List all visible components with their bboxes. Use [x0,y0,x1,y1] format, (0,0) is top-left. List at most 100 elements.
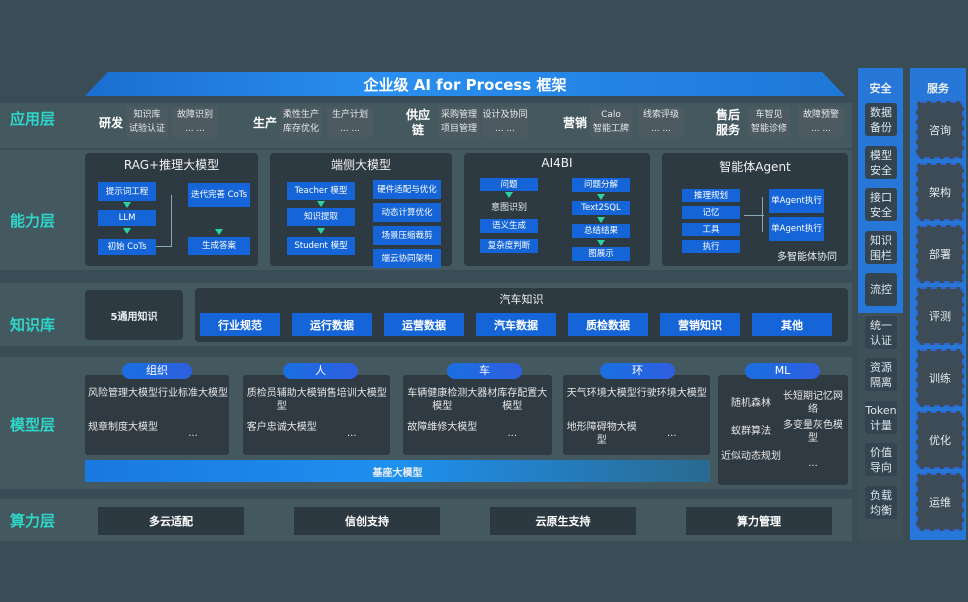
app-item-label: 采购管理 [440,110,477,120]
app-item-box: 柔性生产 库存优化 [280,107,322,137]
model-group-tab: 环 [600,363,675,379]
model-item: 地形障碍物大模型 [566,422,637,446]
compute-item: 算力管理 [686,507,832,535]
connector-line [156,246,171,247]
intent-label: 意图识别 [490,203,527,213]
security-item: 统一认证 [865,315,897,349]
model-item: 器材库存配置大模型 [477,388,548,412]
ml-tab: ML [745,363,820,379]
model-group-panel: 天气环境大模型 行驶环境大模型地形障碍物大模型... [563,375,710,455]
decompose-box: 问题分解 [572,178,630,192]
security-item: 模型安全 [865,145,897,179]
knowledge-item: 运营数据 [384,313,464,336]
model-item: 行驶环境大模型 [636,388,707,399]
rag-title: RAG+推理大模型 [123,158,220,172]
arrow-down-icon [597,240,605,246]
model-item: 天气环境大模型 [566,388,637,399]
app-layer-label: 应用层 [10,110,56,128]
model-item: 故障维修大模型 [407,422,478,433]
generate-answer-box: 生成答案 [188,237,250,255]
app-item-label: Calo [601,110,621,120]
base-model-bar: 基座大模型 [85,460,710,482]
model-item: 风险管理大模型 [88,388,158,399]
compute-item: 多云适配 [98,507,244,535]
service-item: 评测 [916,287,964,345]
knowledge-item: 其他 [752,313,832,336]
service-item: 运维 [916,473,964,531]
app-item-label: 智能工牌 [592,124,629,134]
semantic-box: 语义生成 [480,219,538,233]
model-group-panel: 质检员辅助大模型 销售培训大模型 客户忠诚大模型... [243,375,390,455]
app-item-label: 库存优化 [282,124,319,134]
app-item-label: 故障识别 [176,110,213,120]
app-item-box: 车智见 智能诊修 [748,107,790,137]
arrow-down-icon [317,228,325,234]
service-item: 部署 [916,225,964,283]
model-item: ... [666,428,677,439]
security-item: 接口安全 [865,188,897,221]
service-item: 咨询 [916,101,964,159]
security-item: 价值导向 [865,443,897,476]
security-item: Token计量 [865,400,897,434]
knowledge-item: 运行数据 [292,313,372,336]
teacher-box: Teacher 模型 [287,182,355,200]
distill-box: 知识提取 [287,208,355,226]
model-item: ... [507,428,518,439]
agent-item-box: 推理规划 [682,189,740,202]
initial-cots-box: 初始 CoTs [98,239,156,255]
security-item: 数据备份 [865,103,897,136]
arrow-down-icon [123,202,131,208]
llm-box: LLM [98,210,156,226]
model-group-tab: 车 [447,363,522,379]
ml-item: 多变量灰色模型 [783,420,843,444]
model-layer-label: 模型层 [10,416,56,434]
model-item: ... [188,428,198,439]
ml-item: 长短期记忆网络 [783,391,843,415]
model-item: 车辆健康检测大模型 [407,388,478,412]
capability-layer-label: 能力层 [10,212,56,230]
model-group-panel: 风险管理大模型 行业标准大模型 规章制度大模型... [85,375,229,455]
app-item-box: 生产计划 ... ... [327,107,373,137]
complexity-box: 复杂度判断 [480,239,538,253]
edge-model-panel: 端侧大模型 Teacher 模型 知识提取 Student 模型 硬件适配与优化… [270,153,452,268]
app-item-label: ... ... [184,124,206,134]
app-item-label: 故障预警 [802,110,839,120]
service-item: 优化 [916,411,964,469]
app-item-label: ... ... [810,124,832,134]
app-item-label: 线索评级 [642,110,679,120]
app-group-label: 供应链 [405,108,430,137]
multi-agent-label: 多智能体协同 [777,252,837,263]
service-title: 服务 [927,82,949,95]
agent-panel: 智能体Agent 推理规划 记忆 工具 执行 单Agent执行 单Agent执行 多智… [662,153,848,266]
service-item: 架构 [916,163,964,221]
connector-line [762,197,763,232]
agent-item-box: 记忆 [682,206,740,219]
display-box: 图展示 [572,247,630,261]
model-item: 客户忠诚大模型 [246,422,317,433]
arrow-down-icon [505,192,513,198]
student-box: Student 模型 [287,237,355,255]
ml-panel: 随机森林 长短期记忆网络 蚁群算法 多变量灰色模型 近似动态规划... [718,375,848,485]
app-item-label: 智能诊修 [750,124,787,134]
arrow-down-icon [123,228,131,234]
edge-opt-box: 端云协同架构 [373,249,441,268]
model-item: 行业标准大模型 [158,388,228,399]
ml-item: ... [808,458,818,469]
app-item-label: 车智见 [755,110,783,120]
edge-title: 端侧大模型 [330,158,391,172]
app-item-label: 知识库 [133,110,161,120]
agent-item-box: 执行 [682,240,740,253]
auto-knowledge-title: 汽车知识 [499,293,544,306]
app-item-box: 知识库 试验认证 [126,107,168,137]
ai4bi-title: AI4BI [541,156,573,170]
security-item: 流控 [865,273,897,306]
arrow-down-icon [597,194,605,200]
single-agent-exec-1: 单Agent执行 [769,189,824,213]
model-item: ... [346,428,357,439]
service-item: 训练 [916,349,964,407]
model-group-tab: 组织 [122,363,192,379]
security-item: 知识围栏 [865,230,897,264]
edge-opt-box: 动态计算优化 [373,203,441,222]
framework-title: 企业级 AI for Process 框架 [85,72,845,96]
compute-layer-label: 算力层 [10,512,56,530]
